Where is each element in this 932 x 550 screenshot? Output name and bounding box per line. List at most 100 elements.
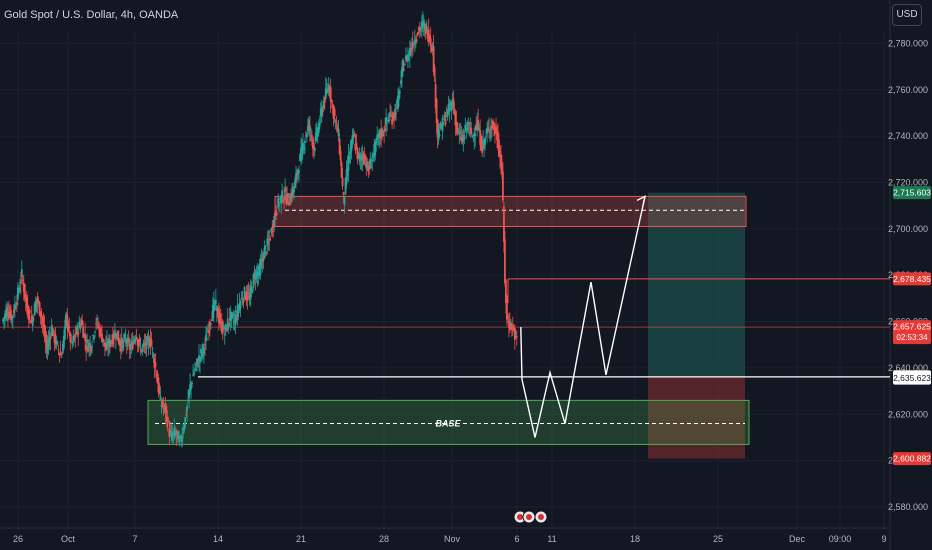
candle-body [128, 343, 131, 350]
candle-body [139, 347, 142, 350]
candle-body [481, 143, 484, 153]
candle-body [492, 120, 494, 126]
candle-body [189, 383, 191, 391]
candle-body [313, 148, 316, 151]
candle-body [248, 296, 251, 301]
candle-body [129, 348, 132, 350]
candle-body [300, 147, 302, 161]
candle-body [359, 153, 362, 161]
candle-body [54, 334, 57, 345]
candle-body [37, 300, 40, 303]
candle-body [264, 245, 267, 250]
candle-body [103, 339, 105, 342]
candle-body [346, 167, 349, 176]
candle-body [239, 301, 242, 308]
candle-body [57, 349, 60, 351]
candle-body [68, 326, 71, 328]
candle-body [140, 349, 143, 352]
candle-body [415, 39, 418, 41]
candle-body [417, 27, 420, 31]
candle-body [309, 129, 312, 131]
candle-body [148, 344, 151, 347]
candle-body [122, 340, 125, 342]
candle-body [30, 315, 33, 322]
candle-body [6, 307, 8, 316]
candle-body [429, 38, 432, 46]
candle-body [42, 323, 45, 328]
currency-button[interactable]: USD [892, 4, 922, 26]
candle-body [347, 154, 350, 171]
candle-body [79, 324, 82, 330]
symbol-title: Gold Spot / U.S. Dollar, 4h, OANDA [4, 9, 179, 21]
candle-body [34, 301, 37, 312]
candle-body [439, 122, 442, 129]
candle-body [308, 120, 310, 132]
candle-body [141, 345, 144, 348]
candle-body [388, 120, 390, 122]
candle-body [108, 338, 110, 347]
candle-body [184, 417, 187, 427]
candle-body [39, 311, 42, 318]
candle-body [431, 44, 434, 49]
candle-body [402, 60, 404, 72]
candle-body [49, 338, 52, 340]
candle-body [500, 154, 502, 167]
candle-body [333, 109, 336, 117]
candle-body [258, 264, 261, 271]
candle-body [32, 318, 35, 320]
candle-body [48, 336, 51, 342]
candle-body [304, 140, 306, 143]
candle-body [167, 420, 170, 422]
candle-body [501, 165, 503, 174]
candle-body [195, 363, 197, 365]
candle-body [31, 317, 34, 326]
price-label: 2,600.882 [893, 454, 931, 464]
candle-body [378, 130, 381, 139]
candle-body [260, 258, 263, 267]
candle-body [173, 427, 176, 436]
candle-body [114, 338, 117, 340]
candle-body [164, 404, 167, 413]
candle-body [200, 348, 202, 354]
candle-body [146, 336, 149, 340]
candle-body [269, 239, 272, 241]
candle-body [275, 210, 278, 216]
candle-body [428, 35, 431, 42]
candle-body [367, 165, 370, 172]
candle-body [149, 337, 152, 346]
candle-body [36, 296, 39, 303]
x-tick-label: 14 [213, 534, 223, 544]
candle-body [507, 323, 510, 328]
candle-body [259, 262, 262, 276]
candle-body [377, 134, 380, 136]
candle-body [11, 316, 13, 318]
candle-body [105, 344, 107, 351]
candle-body [393, 114, 395, 119]
candle-body [253, 271, 256, 279]
candle-body [291, 191, 293, 198]
candle-body [250, 286, 253, 292]
candle-body [479, 129, 482, 145]
candle-body [162, 406, 165, 408]
candle-body [273, 215, 276, 226]
candle-body [8, 311, 10, 319]
candle-body [153, 358, 156, 368]
candle-body [506, 322, 509, 324]
candle-body [354, 143, 357, 151]
candle-body [474, 133, 477, 136]
candle-body [265, 252, 268, 254]
candle-body [272, 223, 275, 229]
candle-body [62, 340, 65, 351]
price-label-bg [893, 320, 931, 345]
candle-body [35, 298, 38, 304]
candle-body [314, 132, 317, 142]
candle-body [182, 431, 185, 433]
candle-body [14, 307, 17, 309]
candle-body [390, 115, 392, 117]
candle-body [332, 105, 335, 120]
candle-body [135, 336, 138, 339]
candle-body [78, 321, 81, 328]
candle-body [163, 404, 166, 406]
candle-body [61, 353, 64, 355]
